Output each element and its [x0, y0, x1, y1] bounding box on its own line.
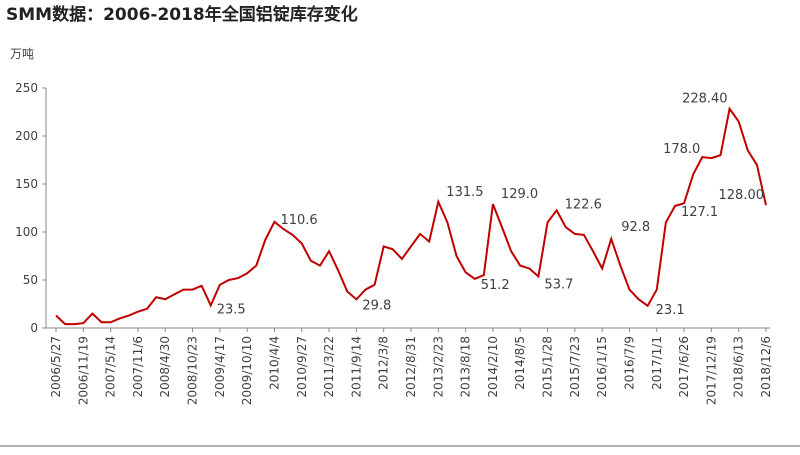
value-label: 29.8	[362, 298, 391, 313]
x-tick-label: 2010/4/4	[267, 336, 281, 390]
value-label: 92.8	[621, 220, 650, 235]
y-tick-label: 150	[15, 177, 38, 191]
x-tick-label: 2006/11/19	[76, 336, 90, 405]
value-label: 228.40	[682, 92, 728, 107]
value-label: 23.1	[656, 303, 685, 318]
value-label: 122.6	[565, 197, 602, 212]
x-tick-label: 2012/3/8	[377, 336, 391, 390]
x-tick-label: 2013/2/23	[431, 336, 445, 398]
x-tick-label: 2006/5/27	[49, 336, 63, 398]
value-label: 178.0	[663, 142, 700, 157]
x-tick-label: 2007/5/14	[104, 336, 118, 398]
x-tick-label: 2017/12/19	[704, 336, 718, 405]
chart-title: SMM数据：2006-2018年全国铝锭库存变化	[6, 4, 358, 25]
x-tick-label: 2018/12/6	[759, 336, 773, 398]
y-tick-label: 0	[30, 321, 38, 335]
value-label: 128.00	[719, 188, 765, 203]
x-tick-label: 2015/1/28	[541, 336, 555, 398]
x-tick-label: 2008/10/23	[186, 336, 200, 405]
x-tick-label: 2017/1/1	[650, 336, 664, 390]
value-label: 110.6	[280, 213, 317, 228]
x-tick-label: 2008/4/30	[158, 336, 172, 398]
x-tick-label: 2012/8/31	[404, 336, 418, 398]
y-tick-label: 100	[15, 225, 38, 239]
y-unit: 万吨	[10, 47, 34, 61]
x-tick-label: 2018/6/13	[732, 336, 746, 398]
x-tick-label: 2014/8/5	[513, 336, 527, 390]
y-tick-label: 50	[23, 273, 38, 287]
x-tick-label: 2007/11/6	[131, 336, 145, 398]
x-tick-label: 2014/2/10	[486, 336, 500, 398]
value-label: 129.0	[501, 187, 538, 202]
x-tick-label: 2015/7/23	[568, 336, 582, 398]
line	[55, 106, 767, 326]
y-tick-label: 250	[15, 81, 38, 95]
value-label: 23.5	[217, 302, 246, 317]
x-tick-label: 2010/9/27	[295, 336, 309, 398]
x-tick-label: 2016/7/9	[622, 336, 636, 390]
x-tick-label: 2011/3/22	[322, 336, 336, 398]
x-tick-label: 2009/10/10	[240, 336, 254, 405]
x-tick-label: 2016/1/15	[595, 336, 609, 398]
x-tick-label: 2017/6/26	[677, 336, 691, 398]
value-label: 127.1	[681, 205, 718, 220]
value-label: 51.2	[481, 278, 510, 293]
x-tick-label: 2013/8/18	[459, 336, 473, 398]
x-tick-label: 2009/4/17	[213, 336, 227, 398]
value-label: 131.5	[446, 185, 483, 200]
y-tick-label: 200	[15, 129, 38, 143]
value-label: 53.7	[544, 277, 573, 292]
x-tick-label: 2011/9/14	[349, 336, 363, 398]
